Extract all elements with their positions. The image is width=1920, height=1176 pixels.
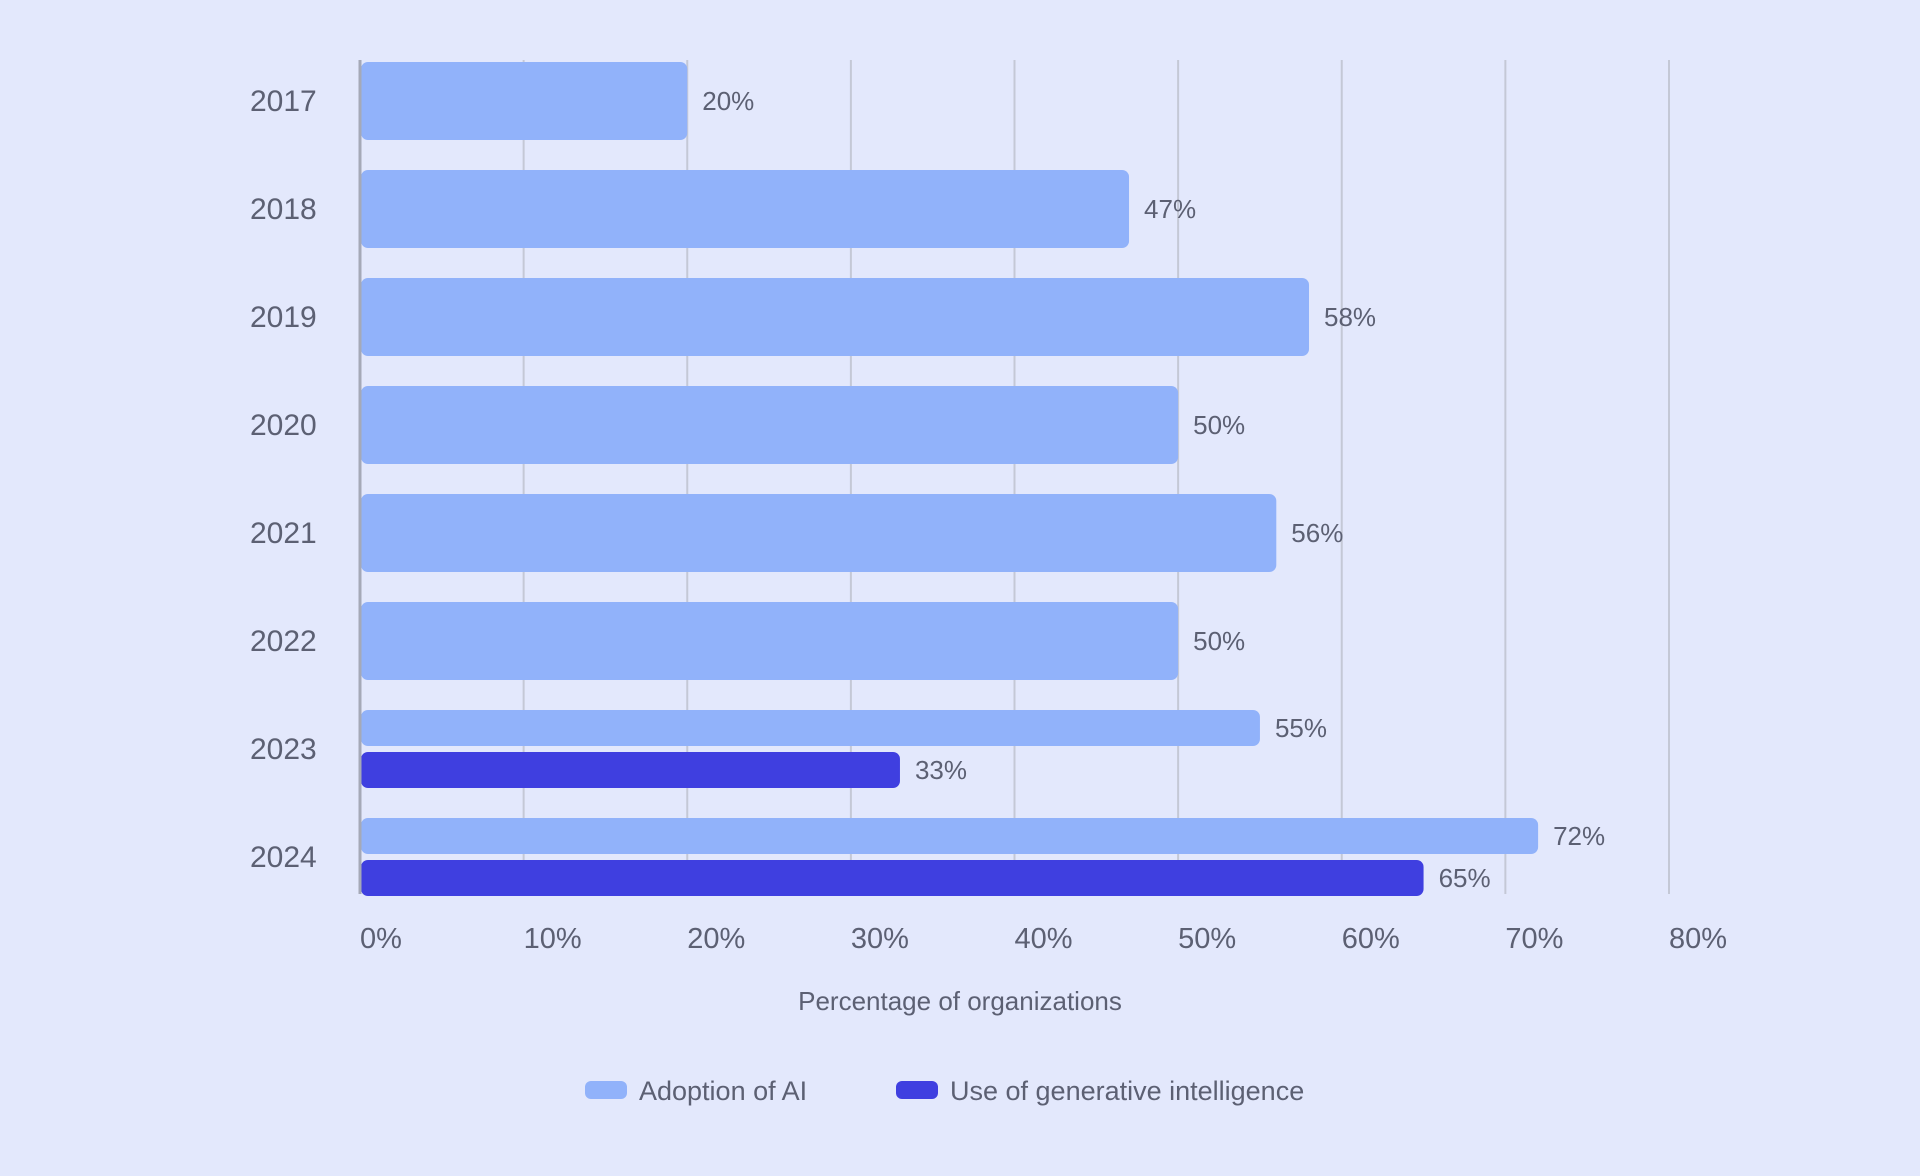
bar-adoption-of-ai (361, 710, 1260, 746)
data-label: 65% (1439, 863, 1491, 893)
bar-adoption-of-ai (361, 62, 688, 140)
data-label: 58% (1324, 302, 1376, 332)
x-tick-label: 30% (851, 923, 909, 955)
x-axis-title: Percentage of organizations (798, 986, 1122, 1016)
y-category-label: 2017 (250, 85, 317, 118)
x-tick-label: 80% (1669, 923, 1727, 955)
data-label: 47% (1144, 194, 1196, 224)
data-label: 33% (915, 755, 967, 785)
y-category-label: 2021 (250, 517, 317, 550)
x-tick-label: 20% (687, 923, 745, 955)
y-category-label: 2023 (250, 733, 317, 766)
data-label: 50% (1193, 626, 1245, 656)
bar-adoption-of-ai (361, 278, 1310, 356)
bar-adoption-of-ai (361, 170, 1130, 248)
bar-adoption-of-ai (361, 602, 1179, 680)
y-category-label: 2020 (250, 409, 317, 442)
y-category-label: 2018 (250, 193, 317, 226)
legend-swatch (585, 1081, 627, 1099)
legend-label: Use of generative intelligence (950, 1076, 1304, 1106)
x-tick-label: 40% (1015, 923, 1073, 955)
legend-swatch (896, 1081, 938, 1099)
bar-generative-intelligence (361, 860, 1424, 896)
data-label: 56% (1291, 518, 1343, 548)
legend: Adoption of AI Use of generative intellig… (585, 1076, 1304, 1106)
y-category-label: 2019 (250, 301, 317, 334)
legend-item-adoption-of-ai: Adoption of AI (585, 1076, 807, 1106)
y-category-label: 2024 (250, 841, 317, 874)
labels: 0% 10% 20% 30% 40% 50% 60% 70% 80% 2017 20% 2018 47%… (250, 85, 1727, 955)
x-tick-label: 70% (1505, 923, 1563, 955)
y-category-label: 2022 (250, 625, 317, 658)
legend-label: Adoption of AI (639, 1076, 807, 1106)
bar-adoption-of-ai (361, 386, 1179, 464)
data-label: 20% (702, 86, 754, 116)
data-label: 50% (1193, 410, 1245, 440)
x-tick-label: 60% (1342, 923, 1400, 955)
bar-generative-intelligence (361, 752, 900, 788)
x-tick-label: 0% (360, 923, 402, 955)
bar-adoption-of-ai (361, 494, 1277, 572)
bars (361, 62, 1539, 896)
x-tick-label: 10% (524, 923, 582, 955)
data-label: 72% (1553, 821, 1605, 851)
bar-adoption-of-ai (361, 818, 1539, 854)
x-tick-label: 50% (1178, 923, 1236, 955)
legend-item-generative-intelligence: Use of generative intelligence (896, 1076, 1304, 1106)
data-label: 55% (1275, 713, 1327, 743)
